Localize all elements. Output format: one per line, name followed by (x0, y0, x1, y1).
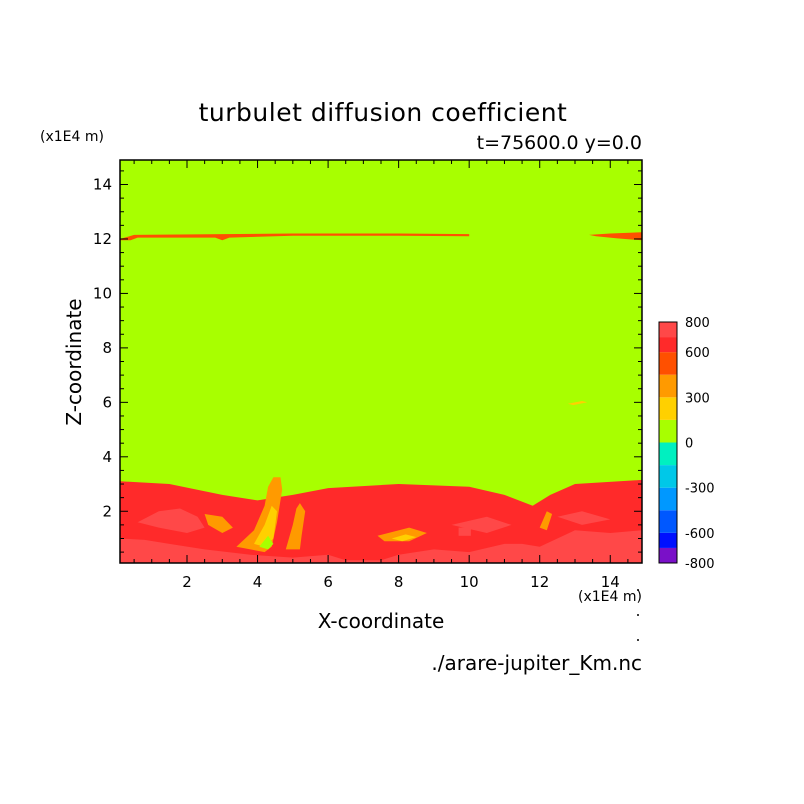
colorbar-swatch (659, 510, 677, 533)
chart-subtitle: t=75600.0 y=0.0 (477, 132, 642, 154)
colorbar-swatch (659, 532, 677, 548)
contour-region-upper-band (120, 233, 470, 241)
contour-region-orange-plume-2 (285, 503, 306, 550)
axes: 2 4 6 8 10 12 14 2 4 6 8 10 12 14 (93, 159, 643, 591)
x-tick-label: 8 (394, 573, 404, 591)
colorbar-swatch (659, 442, 677, 466)
colorbar-label: -800 (685, 557, 715, 572)
colorbar-swatch (659, 352, 677, 375)
y-tick-label: 12 (93, 230, 112, 248)
marker-dots (637, 589, 639, 641)
contour-region-yellow-core (254, 505, 277, 547)
y-tick-label: 2 (102, 502, 112, 520)
colorbar-swatch (659, 397, 677, 420)
y-tick-label: 8 (102, 339, 112, 357)
x-axis-label: X-coordinate (318, 609, 445, 633)
contour-region-orange-left (204, 514, 233, 533)
colorbar-swatch (659, 322, 677, 338)
contour-region-orange-center (377, 527, 427, 542)
colorbar-swatch (659, 465, 677, 488)
y-unit-label: (x1E4 m) (40, 129, 104, 145)
y-tick-label: 14 (93, 176, 112, 194)
colorbar-label: 600 (685, 346, 710, 361)
contour-region-small-blob (567, 401, 588, 406)
colorbar-swatch (659, 419, 677, 443)
x-tick-label: 10 (460, 573, 479, 591)
y-tick-label: 4 (102, 448, 112, 466)
colorbar-label: -300 (685, 482, 715, 497)
x-tick-label: 14 (601, 573, 620, 591)
colorbar-label: 0 (685, 437, 693, 452)
x-tick-label: 12 (530, 573, 549, 591)
colorbar-swatch (659, 547, 677, 563)
colorbar-label: -600 (685, 527, 715, 542)
colorbar-frame (658, 321, 678, 564)
x-tick-label: 6 (323, 573, 333, 591)
contour-region-pink-bottom (120, 530, 642, 563)
contour-region-pink-left (137, 508, 205, 533)
contour-region-upper-band-right (589, 232, 642, 241)
colorbar-swatch (659, 337, 677, 353)
y-axis-label: Z-coordinate (62, 298, 86, 425)
colorbar-swatch (659, 374, 677, 398)
colorbar-label: 800 (685, 316, 710, 331)
colorbar-label: 300 (685, 391, 710, 406)
contour-region-pink-right (557, 511, 611, 525)
plot-area (120, 160, 642, 563)
contour-region-green-hole (259, 535, 274, 550)
x-unit-label: (x1E4 m) (578, 589, 642, 605)
colorbar: 800 600 300 0 -300 -600 -800 (658, 316, 715, 572)
contour-region-pink-square (458, 527, 471, 536)
x-tick-label: 2 (182, 573, 192, 591)
colorbar-swatch (659, 487, 677, 511)
x-tick-label: 4 (253, 573, 263, 591)
chart-title: turbulet diffusion coefficient (199, 98, 568, 127)
contour-region-yellow-center (391, 534, 417, 542)
y-tick-label: 6 (102, 393, 112, 411)
y-tick-label: 10 (93, 284, 112, 302)
contour-region-pink-mid (451, 516, 512, 533)
filename-label: ./arare-jupiter_Km.nc (431, 651, 642, 675)
contour-region-orange-right (539, 511, 553, 531)
